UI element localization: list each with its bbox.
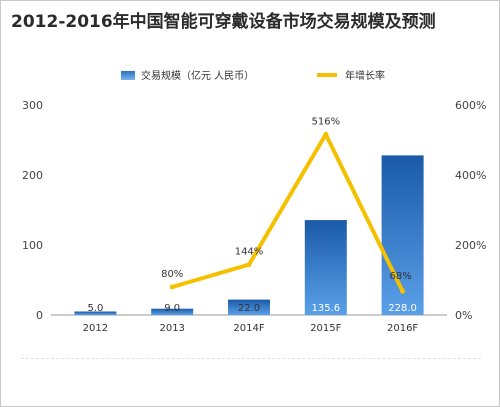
data-labels: 5.0 9.0 22.0 135.6 228.0 80% 144% 516% 68% <box>87 116 416 314</box>
x-tick-label: 2014F <box>233 323 264 334</box>
bar-value-label: 5.0 <box>87 303 103 314</box>
left-tick-label: 300 <box>22 99 43 112</box>
bar-2014F <box>228 299 270 315</box>
growth-value-label: 516% <box>312 116 341 127</box>
growth-point-2015F <box>323 131 329 137</box>
legend-line-label: 年增长率 <box>345 69 385 82</box>
bar-value-label: 22.0 <box>238 303 260 314</box>
x-tick-label: 2016F <box>387 323 418 334</box>
growth-value-label: 68% <box>389 271 411 282</box>
bottom-divider <box>21 358 481 359</box>
growth-point-2014F <box>246 262 252 268</box>
x-tick-label: 2013 <box>159 323 184 334</box>
growth-line-path <box>170 132 405 294</box>
growth-value-label: 144% <box>235 247 264 258</box>
chart-title: 2012-2016年中国智能可穿戴设备市场交易规模及预测 <box>11 12 436 32</box>
bar-2015F <box>304 220 347 315</box>
axes: 0 100 200 300 0% 200% 400% 600% 2012 2013 2014F 201… <box>22 99 486 334</box>
legend-bar-label: 交易规模（亿元 人民币） <box>141 69 254 82</box>
legend-bar-swatch <box>121 71 135 80</box>
x-tick-label: 2015F <box>310 323 341 334</box>
right-tick-label: 600% <box>455 99 486 112</box>
bar-value-label: 228.0 <box>388 303 417 314</box>
growth-point-2016F <box>400 288 406 294</box>
chart-svg: 交易规模（亿元 人民币） 年增长率 0 100 200 300 0% 200% 400% 60… <box>22 69 486 334</box>
bar-2013 <box>151 308 194 315</box>
growth-point-2013 <box>169 284 175 290</box>
x-tick-label: 2012 <box>83 323 108 334</box>
right-tick-label: 200% <box>455 239 486 252</box>
left-tick-label: 0 <box>36 309 43 322</box>
bar-value-label: 9.0 <box>164 303 180 314</box>
left-tick-label: 100 <box>22 239 43 252</box>
bars <box>74 155 424 315</box>
growth-line <box>169 131 406 294</box>
bar-2012 <box>74 311 117 315</box>
right-tick-label: 0% <box>455 309 472 322</box>
legend: 交易规模（亿元 人民币） 年增长率 <box>121 69 385 82</box>
right-tick-label: 400% <box>455 169 486 182</box>
growth-value-label: 80% <box>161 269 183 280</box>
bar-value-label: 135.6 <box>311 303 340 314</box>
left-tick-label: 200 <box>22 169 43 182</box>
